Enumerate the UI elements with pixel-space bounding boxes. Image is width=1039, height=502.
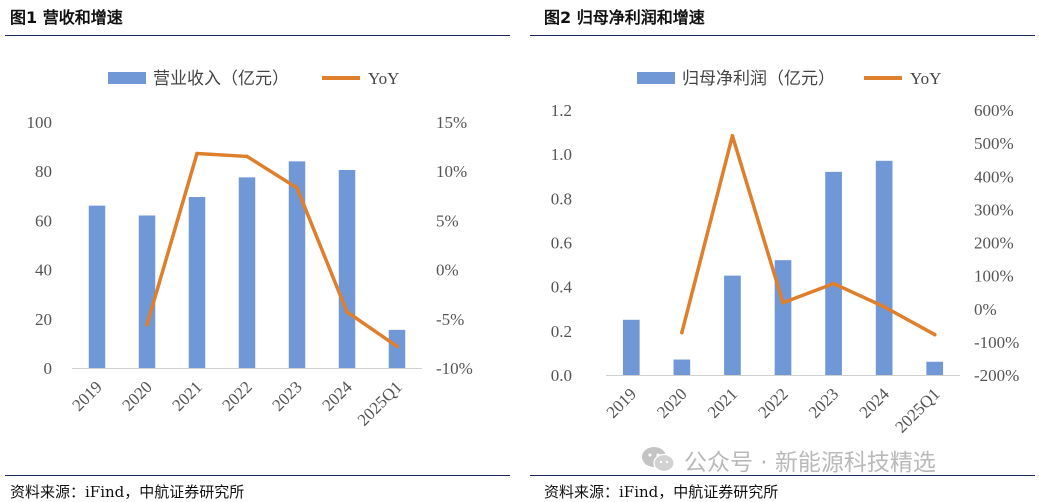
left-axis-tick-label: 0.2 bbox=[551, 322, 572, 341]
yoy-point-2023 bbox=[831, 281, 836, 286]
bar-2021 bbox=[724, 275, 741, 375]
x-axis-tick-label: 2020 bbox=[118, 377, 155, 414]
left-axis-tick-label: 0.8 bbox=[551, 189, 572, 208]
bar-2020 bbox=[673, 359, 691, 375]
yoy-point-2022 bbox=[781, 300, 785, 305]
bar-2022 bbox=[774, 260, 792, 375]
watermark-text: 公众号 · 新能源科技精选 bbox=[684, 450, 936, 476]
wechat-icon bbox=[642, 447, 675, 473]
left-axis-tick-label: 60 bbox=[35, 211, 52, 230]
right-axis-tick-label: 15% bbox=[436, 113, 467, 132]
revenue-chart: 营业收入（亿元） YoY 0 20 40 60 80 100 -10% -5% 0% 5% 10% 15%… bbox=[27, 69, 473, 430]
left-axis-tick-label: 0.6 bbox=[551, 234, 572, 253]
x-axis-tick-label: 2021 bbox=[168, 377, 205, 414]
left-figure-title: 图1 营收和增速 bbox=[10, 8, 123, 27]
x-axis-tick-label: 2024 bbox=[855, 384, 893, 422]
right-axis-tick-label: -200% bbox=[974, 366, 1019, 385]
left-title-rule bbox=[5, 35, 510, 36]
x-axis-tick-label: 2022 bbox=[754, 384, 791, 421]
right-figure-title: 图2 归母净利润和增速 bbox=[544, 8, 705, 27]
yoy-point-2021 bbox=[730, 134, 735, 138]
right-axis-tick-label: 300% bbox=[974, 200, 1014, 219]
yoy-point-2024 bbox=[882, 304, 886, 309]
left-axis-tick-label: 0.4 bbox=[551, 278, 573, 297]
right-axis-tick-label: 100% bbox=[974, 267, 1014, 286]
legend-bar-swatch bbox=[637, 72, 675, 84]
left-axis-tick-label: 80 bbox=[35, 162, 52, 181]
right-axis-tick-label: -100% bbox=[974, 333, 1019, 352]
x-axis-tick-label: 2024 bbox=[318, 377, 356, 415]
yoy-line bbox=[145, 151, 399, 349]
yoy-point-2024 bbox=[345, 310, 349, 314]
yoy-point-2021 bbox=[195, 151, 199, 156]
x-axis-tick-label: 2025Q1 bbox=[891, 384, 943, 436]
right-axis-tick-label: 5% bbox=[436, 211, 459, 230]
yoy-point-2020 bbox=[680, 330, 684, 335]
right-axis-tick-label: 500% bbox=[974, 134, 1014, 153]
legend-line-label: YoY bbox=[910, 69, 941, 88]
bar-2023 bbox=[825, 171, 842, 375]
x-axis-tick-label: 2025Q1 bbox=[354, 377, 406, 429]
right-source-rule bbox=[530, 475, 1035, 476]
bar-2023 bbox=[288, 161, 306, 368]
bar-2019 bbox=[88, 205, 106, 368]
yoy-point-2020 bbox=[145, 322, 149, 327]
right-axis-tick-label: 600% bbox=[974, 101, 1014, 120]
legend-bar-label: 营业收入（亿元） bbox=[153, 69, 289, 88]
right-axis-tick-label: -10% bbox=[436, 359, 473, 378]
legend-bar-label: 归母净利润（亿元） bbox=[682, 69, 835, 88]
x-axis-tick-label: 2019 bbox=[603, 384, 640, 421]
bar-2025Q1 bbox=[926, 361, 944, 375]
yoy-point-2022 bbox=[245, 154, 249, 159]
left-axis-tick-label: 0.0 bbox=[551, 366, 572, 385]
x-axis-tick-label: 2022 bbox=[218, 377, 255, 414]
yoy-point-2025Q1 bbox=[395, 344, 399, 349]
right-axis-tick-label: -5% bbox=[436, 310, 464, 329]
right-title-rule bbox=[530, 35, 1035, 36]
net-profit-chart: 归母净利润（亿元） YoY 0.0 0.2 0.4 0.6 0.8 1.0 1.2 -200% -1… bbox=[551, 69, 1020, 437]
right-axis-tick-label: 0% bbox=[436, 261, 459, 280]
left-source: 资料来源：iFind，中航证券研究所 bbox=[10, 483, 245, 501]
bar-2024 bbox=[338, 169, 356, 368]
watermark: 公众号 · 新能源科技精选 bbox=[640, 443, 936, 477]
left-axis-tick-label: 1.2 bbox=[551, 101, 572, 120]
right-axis-tick-label: 400% bbox=[974, 167, 1014, 186]
x-axis-tick-label: 2023 bbox=[805, 384, 842, 421]
left-axis-tick-label: 100 bbox=[27, 113, 53, 132]
yoy-point-2025Q1 bbox=[932, 332, 937, 337]
right-source: 资料来源：iFind，中航证券研究所 bbox=[544, 483, 779, 501]
bar-2025Q1 bbox=[388, 329, 406, 368]
x-axis-tick-label: 2019 bbox=[68, 377, 105, 414]
left-axis-tick-label: 40 bbox=[35, 261, 52, 280]
bar-2020 bbox=[138, 215, 156, 368]
bar-2022 bbox=[238, 177, 256, 368]
left-source-rule bbox=[5, 475, 510, 476]
right-axis-tick-label: 10% bbox=[436, 162, 467, 181]
yoy-line bbox=[680, 134, 937, 337]
bar-2021 bbox=[188, 197, 206, 368]
x-axis-tick-label: 2020 bbox=[653, 384, 690, 421]
bar-2024 bbox=[875, 160, 893, 375]
yoy-point-2023 bbox=[295, 186, 299, 190]
left-axis-tick-label: 20 bbox=[35, 310, 52, 329]
right-axis-tick-label: 0% bbox=[974, 300, 997, 319]
x-axis-tick-label: 2023 bbox=[268, 377, 305, 414]
bar-2019 bbox=[622, 319, 640, 375]
left-axis-tick-label: 0 bbox=[44, 359, 53, 378]
legend-line-label: YoY bbox=[368, 69, 399, 88]
x-axis-tick-label: 2021 bbox=[704, 384, 741, 421]
left-axis-tick-label: 1.0 bbox=[551, 145, 572, 164]
right-axis-tick-label: 200% bbox=[974, 234, 1014, 253]
legend-bar-swatch bbox=[108, 72, 146, 84]
